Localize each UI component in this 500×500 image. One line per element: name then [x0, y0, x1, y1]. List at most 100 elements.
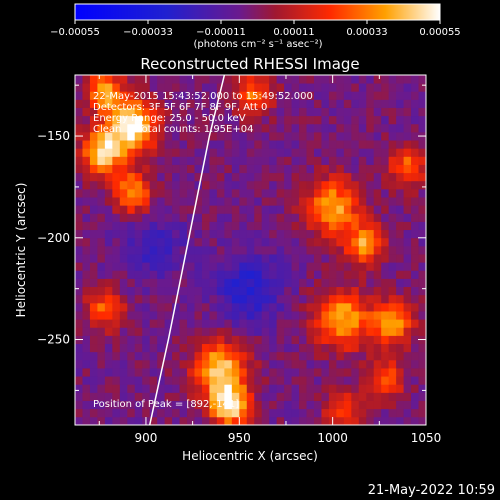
heatmap-cell	[403, 359, 412, 369]
heatmap-cell	[201, 172, 210, 182]
heatmap-cell	[216, 221, 225, 231]
heatmap-cell	[194, 327, 203, 336]
heatmap-cell	[358, 400, 367, 410]
heatmap-cell	[119, 213, 128, 222]
heatmap-cell	[396, 335, 404, 345]
heatmap-cell	[224, 123, 233, 133]
heatmap-cell	[261, 172, 270, 182]
heatmap-cell	[351, 75, 360, 84]
heatmap-cell	[172, 384, 180, 393]
heatmap-cell	[418, 245, 426, 255]
heatmap-cell	[157, 221, 166, 231]
heatmap-cell	[284, 408, 292, 418]
heatmap-cell	[187, 83, 195, 92]
heatmap-cell	[388, 302, 397, 312]
heatmap-cell	[321, 83, 330, 92]
heatmap-cell	[104, 164, 113, 174]
annotation-energy-range: Energy Range: 25.0 - 50.0 keV	[93, 113, 246, 124]
heatmap-cell	[358, 221, 367, 231]
heatmap-cell	[82, 294, 91, 304]
heatmap-cell	[157, 188, 166, 198]
heatmap-cell	[388, 148, 397, 157]
heatmap-cell	[291, 408, 300, 418]
heatmap-cell	[411, 408, 419, 418]
heatmap-cell	[209, 156, 218, 165]
heatmap-cell	[149, 156, 158, 165]
heatmap-cell	[157, 359, 166, 369]
heatmap-cell	[246, 197, 255, 206]
heatmap-cell	[351, 254, 360, 263]
heatmap-cell	[82, 278, 91, 288]
heatmap-cell	[336, 278, 345, 288]
heatmap-cell	[418, 75, 426, 84]
heatmap-cell	[254, 188, 263, 198]
heatmap-cell	[299, 335, 307, 345]
heatmap-cell	[179, 343, 188, 353]
heatmap-cell	[224, 368, 233, 377]
heatmap-cell	[239, 156, 248, 165]
heatmap-cell	[351, 131, 360, 141]
heatmap-cell	[209, 205, 218, 214]
heatmap-cell	[194, 99, 203, 108]
heatmap-cell	[127, 221, 136, 231]
heatmap-cell	[276, 294, 285, 304]
heatmap-cell	[187, 107, 195, 117]
heatmap-cell	[127, 327, 136, 336]
heatmap-cell	[231, 254, 240, 263]
heatmap-cell	[403, 131, 412, 141]
heatmap-cell	[179, 311, 188, 320]
heatmap-cell	[299, 286, 307, 296]
heatmap-cell	[179, 188, 188, 198]
heatmap-cell	[261, 286, 270, 296]
heatmap-cell	[284, 91, 292, 100]
heatmap-cell	[164, 368, 173, 377]
heatmap-cell	[97, 351, 106, 361]
heatmap-cell	[134, 359, 143, 369]
heatmap-cell	[179, 368, 188, 377]
heatmap-cell	[224, 359, 233, 369]
heatmap-cell	[321, 123, 330, 133]
heatmap-cell	[254, 83, 263, 92]
heatmap-cell	[231, 115, 240, 125]
heatmap-cell	[127, 359, 136, 369]
heatmap-cell	[373, 294, 382, 304]
heatmap-cell	[299, 213, 307, 222]
heatmap-cell	[366, 254, 375, 263]
heatmap-cell	[269, 302, 278, 312]
heatmap-cell	[351, 311, 360, 320]
heatmap-cell	[179, 400, 188, 410]
heatmap-cell	[157, 91, 166, 100]
heatmap-cell	[358, 91, 367, 100]
heatmap-cell	[418, 229, 426, 239]
heatmap-cell	[313, 75, 322, 84]
heatmap-cell	[299, 221, 307, 231]
heatmap-cell	[358, 197, 367, 206]
heatmap-cell	[351, 237, 360, 247]
heatmap-cell	[306, 205, 315, 214]
heatmap-cell	[358, 83, 367, 92]
heatmap-cell	[157, 327, 166, 336]
heatmap-cell	[306, 286, 315, 296]
heatmap-cell	[134, 286, 143, 296]
heatmap-cell	[418, 351, 426, 361]
heatmap-cell	[89, 140, 98, 149]
heatmap-cell	[381, 359, 390, 369]
heatmap-cell	[179, 205, 188, 214]
x-tick-label: 950	[228, 431, 251, 445]
heatmap-cell	[299, 107, 307, 117]
heatmap-cell	[164, 286, 173, 296]
heatmap-cell	[179, 351, 188, 361]
heatmap-cell	[373, 164, 382, 174]
heatmap-cell	[291, 376, 300, 385]
heatmap-cell	[134, 319, 143, 328]
heatmap-cell	[127, 368, 136, 377]
heatmap-cell	[134, 343, 143, 353]
heatmap-cell	[366, 91, 375, 100]
heatmap-cell	[201, 376, 210, 385]
heatmap-cell	[134, 245, 143, 255]
heatmap-cell	[306, 384, 315, 393]
heatmap-cell	[216, 164, 225, 174]
heatmap-cell	[313, 335, 322, 345]
heatmap-cell	[299, 140, 307, 149]
heatmap-cell	[328, 368, 337, 377]
